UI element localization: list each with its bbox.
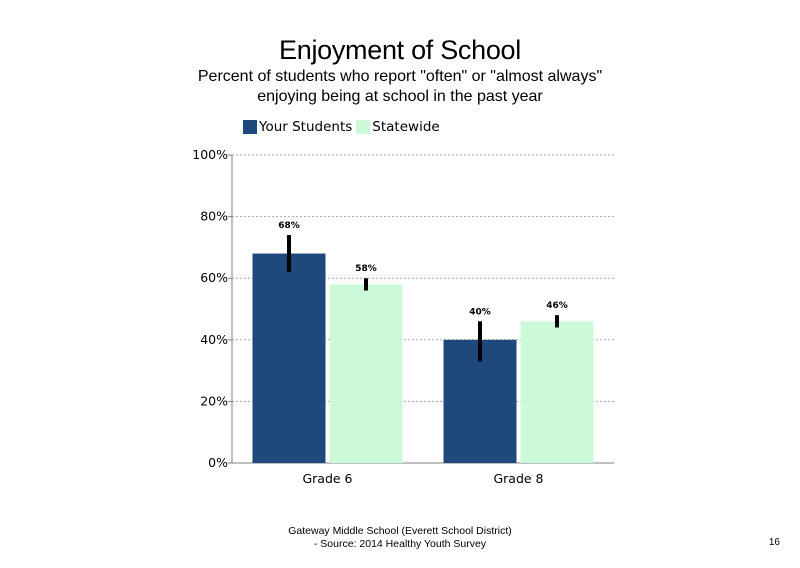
y-tick-label: 100%	[192, 147, 228, 162]
slide-title: Enjoyment of School	[279, 35, 521, 65]
legend-item-your-students: Your Students	[243, 119, 356, 135]
slide-subtitle: Percent of students who report "often" o…	[197, 68, 603, 105]
legend-label-statewide: Statewide	[372, 119, 440, 135]
bar	[520, 321, 594, 463]
footer-school: Gateway Middle School (Everett School Di…	[288, 525, 512, 537]
legend-swatch-your-students	[243, 120, 257, 134]
legend-label-your-students: Your Students	[259, 119, 353, 135]
y-tick-label: 0%	[208, 455, 228, 470]
legend-item-statewide: Statewide	[356, 119, 443, 135]
y-tick-label: 80%	[200, 209, 228, 224]
data-label: 46%	[546, 301, 568, 311]
data-label: 68%	[278, 221, 300, 231]
chart-legend: Your Students Statewide	[243, 119, 448, 135]
data-label: 40%	[469, 307, 491, 317]
x-tick-label: Grade 6	[302, 471, 352, 486]
data-label: 58%	[355, 264, 377, 274]
footer-source: - Source: 2014 Healthy Youth Survey	[313, 538, 487, 550]
legend-swatch-statewide	[356, 120, 371, 134]
y-tick-label: 20%	[200, 393, 228, 408]
y-tick-label: 40%	[200, 332, 228, 347]
x-tick-label: Grade 8	[493, 471, 543, 486]
y-tick-label: 60%	[200, 270, 228, 285]
bar	[252, 253, 326, 463]
page-number: 16	[768, 537, 780, 548]
slide-footer: Gateway Middle School (Everett School Di…	[200, 525, 600, 551]
bar	[329, 284, 403, 463]
